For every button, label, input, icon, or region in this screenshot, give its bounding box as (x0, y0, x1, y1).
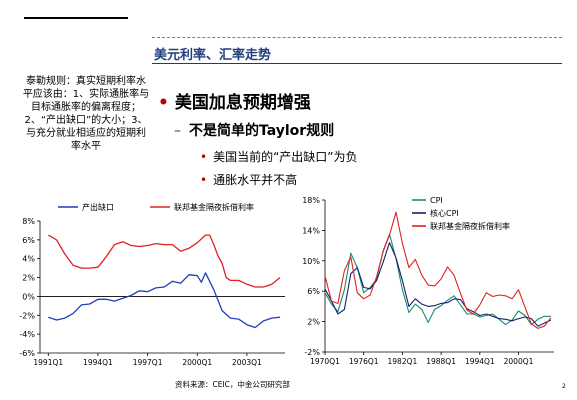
x-tick-label: 1976Q1 (349, 357, 379, 366)
page-number: 2 (562, 383, 566, 390)
y-tick-label: 14% (302, 226, 320, 235)
x-tick-label: 1982Q1 (388, 357, 418, 366)
output-gap-chart: 8% 6% 4% 2% 0% -2% -4% -6%1991Q1 1994Q1 1997Q1 200… (19, 202, 285, 367)
y-tick-label: 4% (22, 255, 35, 264)
legend-label: 联邦基金隔夜拆借利率 (430, 221, 510, 231)
bullet-level2: – 不是简单的Taylor规则 (174, 120, 334, 140)
bullet-level3-2: • 通胀水平并不高 (200, 171, 297, 188)
bullet-dash-icon: – (174, 123, 181, 139)
legend-label: CPI (430, 196, 443, 205)
header-dashed-line (152, 37, 562, 39)
header-bar: 美元利率、汇率走势 (152, 37, 562, 64)
y-tick-label: 2% (22, 274, 35, 283)
x-tick-label: 1994Q1 (465, 357, 495, 366)
inflation-chart: 18% 14% 10% 6% 2% -2%1970Q1 1976Q1 1982Q1 1988Q1… (302, 196, 554, 366)
x-tick-label: 2003Q1 (232, 358, 262, 367)
y-tick-label: -2% (304, 348, 320, 357)
source-note: 资料来源：CEIC，中金公司研究部 (175, 380, 290, 389)
x-tick-label: 1991Q1 (33, 358, 63, 367)
series-line-2 (324, 242, 552, 327)
slide-title: 美元利率、汇率走势 (154, 48, 272, 63)
y-tick-label: 8% (22, 217, 35, 226)
series-line-1 (324, 233, 551, 326)
x-tick-label: 1994Q1 (83, 358, 113, 367)
legend-label: 核心CPI (430, 208, 459, 218)
x-tick-label: 2000Q1 (504, 357, 534, 366)
series-line-3 (324, 211, 552, 329)
series-line-2 (47, 234, 281, 288)
bullet-level1-text: 美国加息预期增强 (174, 93, 311, 113)
y-tick-label: -6% (19, 349, 35, 358)
bullet-level3-1: • 美国当前的“产出缺口”为负 (200, 148, 358, 165)
y-tick-label: 6% (307, 287, 320, 296)
bullet-dot-icon: • (158, 93, 169, 113)
bullet-dot-icon: • (200, 150, 208, 164)
y-tick-label: 0% (22, 292, 35, 301)
bullet-dot-icon: • (200, 173, 208, 187)
y-tick-label: 6% (22, 236, 35, 245)
bullet-level3-text: 通胀水平并不高 (213, 173, 298, 187)
y-tick-label: -2% (19, 311, 35, 320)
y-tick-label: -4% (19, 330, 35, 339)
bullet-level2-text: 不是简单的Taylor规则 (189, 123, 335, 139)
bullet-level1: • 美国加息预期增强 (158, 88, 311, 113)
legend-label: 联邦基金隔夜拆借利率 (174, 202, 254, 212)
y-tick-label: 2% (307, 318, 320, 327)
bullet-level3-text: 美国当前的“产出缺口”为负 (213, 150, 358, 164)
y-tick-label: 18% (302, 196, 320, 205)
x-tick-label: 1988Q1 (426, 357, 456, 366)
x-tick-label: 1997Q1 (133, 358, 163, 367)
y-tick-label: 10% (302, 257, 320, 266)
x-tick-label: 2000Q1 (182, 358, 212, 367)
series-line-1 (48, 272, 281, 329)
taylor-rule-note: 泰勒规则：真实短期利率水平应该由：1、实际通胀率与目标通胀率的偏离程度；2、“产… (22, 76, 150, 152)
x-tick-label: 1970Q1 (310, 357, 340, 366)
legend-label: 产出缺口 (82, 202, 114, 212)
top-rule (24, 17, 128, 19)
